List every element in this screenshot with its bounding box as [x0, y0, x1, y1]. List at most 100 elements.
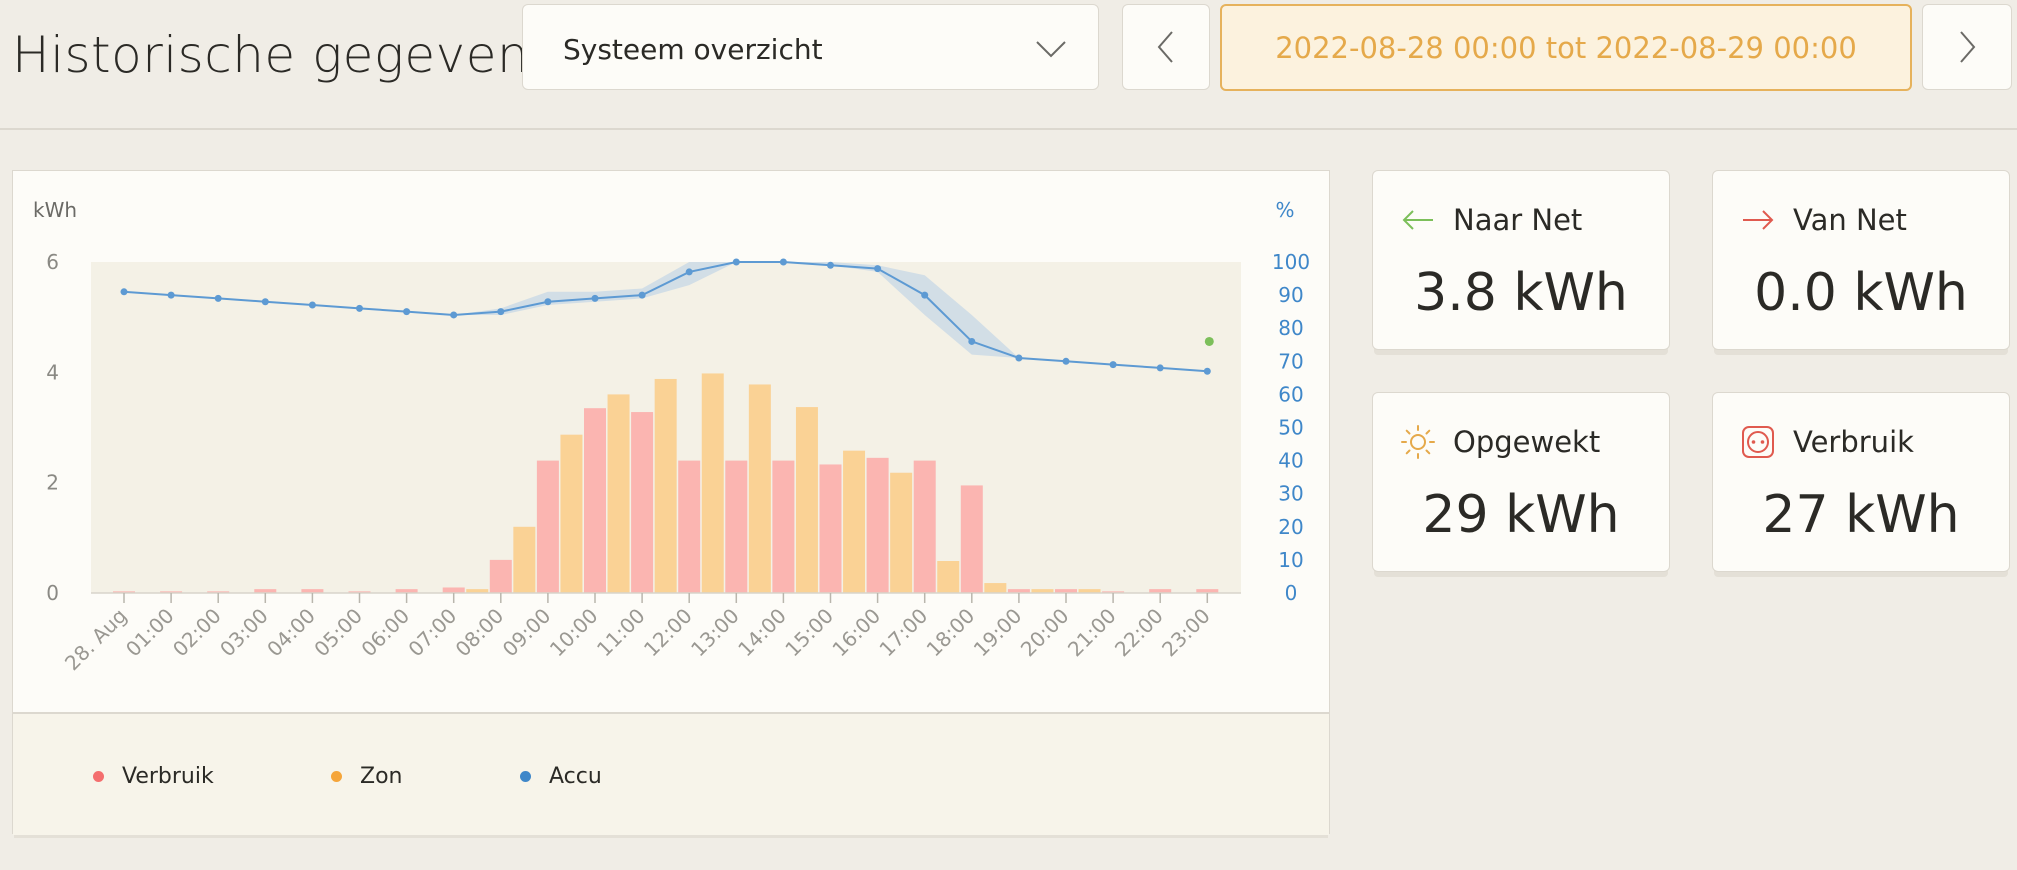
y2-tick-label: 50: [1278, 416, 1303, 440]
bar-zon: [560, 434, 583, 593]
x-tick-label: 17:00: [875, 604, 933, 662]
legend-dot-accu: [520, 771, 531, 782]
legend-item-verbruik[interactable]: Verbruik: [93, 764, 214, 789]
x-tick-label: 12:00: [639, 604, 697, 662]
bar-zon: [654, 378, 677, 593]
bar-verbruik: [207, 591, 230, 593]
accu-point: [1015, 354, 1023, 362]
stat-label-opgewekt: Opgewekt: [1453, 425, 1601, 459]
y2-tick-label: 70: [1278, 349, 1303, 373]
accu-point: [261, 298, 269, 306]
x-tick-label: 09:00: [498, 604, 556, 662]
legend-item-zon[interactable]: Zon: [331, 764, 402, 789]
bar-verbruik: [301, 589, 324, 593]
accu-point: [685, 268, 693, 276]
x-tick-label: 02:00: [168, 604, 226, 662]
bar-verbruik: [113, 591, 135, 593]
chevron-right-icon: [1960, 31, 1976, 63]
legend-label-verbruik: Verbruik: [122, 764, 214, 789]
bar-verbruik: [536, 460, 559, 593]
x-tick-label: 10:00: [545, 604, 603, 662]
view-select[interactable]: Systeem overzicht: [522, 4, 1099, 90]
stat-label-verbruik: Verbruik: [1793, 425, 1914, 459]
bar-verbruik: [1196, 589, 1219, 593]
bar-zon: [513, 526, 536, 593]
accu-point: [214, 294, 222, 302]
bar-verbruik: [395, 589, 418, 593]
bar-verbruik: [489, 559, 512, 593]
bar-zon: [843, 450, 866, 593]
stat-card-verbruik: Verbruik 27 kWh: [1712, 392, 2010, 572]
legend-item-accu[interactable]: Accu: [520, 764, 602, 789]
legend-label-accu: Accu: [549, 764, 602, 789]
accu-point: [732, 258, 740, 266]
accu-point: [1203, 367, 1211, 375]
legend-label-zon: Zon: [360, 764, 403, 789]
date-range-picker[interactable]: 2022-08-28 00:00 tot 2022-08-29 00:00: [1220, 4, 1912, 91]
bar-zon: [701, 373, 724, 593]
y-tick-label: 0: [46, 581, 59, 605]
stat-label-van-net: Van Net: [1793, 203, 1907, 237]
bar-verbruik: [348, 591, 371, 593]
arrow-right-icon: [1743, 210, 1774, 230]
bar-verbruik: [1102, 591, 1125, 593]
bar-verbruik: [866, 457, 889, 593]
y2-tick-label: 20: [1278, 515, 1303, 539]
chevron-left-icon: [1157, 31, 1173, 63]
x-tick-label: 07:00: [404, 604, 462, 662]
y2-tick-label: 100: [1272, 250, 1310, 274]
y-tick-label: 2: [46, 471, 59, 495]
accu-point: [591, 294, 599, 302]
arrow-left-icon: [1402, 210, 1433, 230]
x-tick-label: 04:00: [262, 604, 320, 662]
bar-verbruik: [160, 591, 183, 593]
accu-series-line: [123, 261, 1208, 373]
previous-period-button[interactable]: [1122, 4, 1210, 90]
x-tick-label: 21:00: [1063, 604, 1121, 662]
accu-point: [968, 337, 976, 345]
bar-verbruik: [960, 485, 983, 593]
stat-value-verbruik: 27 kWh: [1762, 485, 1960, 545]
bar-verbruik: [772, 460, 795, 593]
y-tick-label: 4: [46, 360, 59, 384]
bar-zon: [890, 472, 913, 593]
x-tick-label: 03:00: [215, 604, 273, 662]
bar-verbruik: [442, 587, 465, 593]
bar-verbruik: [631, 412, 654, 593]
x-tick-label: 05:00: [309, 604, 367, 662]
stat-value-naar-net: 3.8 kWh: [1414, 263, 1628, 323]
y2-tick-label: 0: [1285, 581, 1298, 605]
bar-zon: [1031, 589, 1054, 593]
y-axis-label: kWh: [33, 198, 77, 222]
y2-tick-label: 60: [1278, 382, 1303, 406]
status-marker: [1204, 336, 1214, 346]
x-tick-label: 18:00: [922, 604, 980, 662]
accu-point: [921, 291, 929, 299]
accu-point: [544, 298, 552, 306]
x-tick-label: 22:00: [1110, 604, 1168, 662]
bar-verbruik: [678, 460, 701, 593]
y-tick-label: 6: [46, 250, 59, 274]
accu-point: [779, 258, 787, 266]
sun-icon: [1401, 425, 1435, 459]
x-tick-label: 15:00: [780, 604, 838, 662]
bar-zon: [466, 589, 489, 593]
y2-tick-label: 80: [1278, 316, 1303, 340]
accu-point: [1156, 364, 1164, 372]
stat-label-naar-net: Naar Net: [1453, 203, 1583, 237]
y2-tick-label: 90: [1278, 283, 1303, 307]
accu-point: [450, 311, 458, 319]
power-socket-icon: [1742, 426, 1774, 458]
stat-value-van-net: 0.0 kWh: [1754, 263, 1968, 323]
y2-tick-label: 40: [1278, 449, 1303, 473]
bar-verbruik: [1055, 589, 1077, 593]
bar-zon: [748, 384, 771, 593]
bar-zon: [984, 583, 1007, 593]
bar-verbruik: [1149, 589, 1172, 593]
next-period-button[interactable]: [1922, 4, 2012, 90]
bar-zon: [607, 394, 630, 593]
legend-dot-verbruik: [93, 771, 104, 782]
accu-point: [308, 301, 316, 309]
x-tick-label: 11:00: [592, 604, 650, 662]
accu-point: [497, 308, 505, 316]
